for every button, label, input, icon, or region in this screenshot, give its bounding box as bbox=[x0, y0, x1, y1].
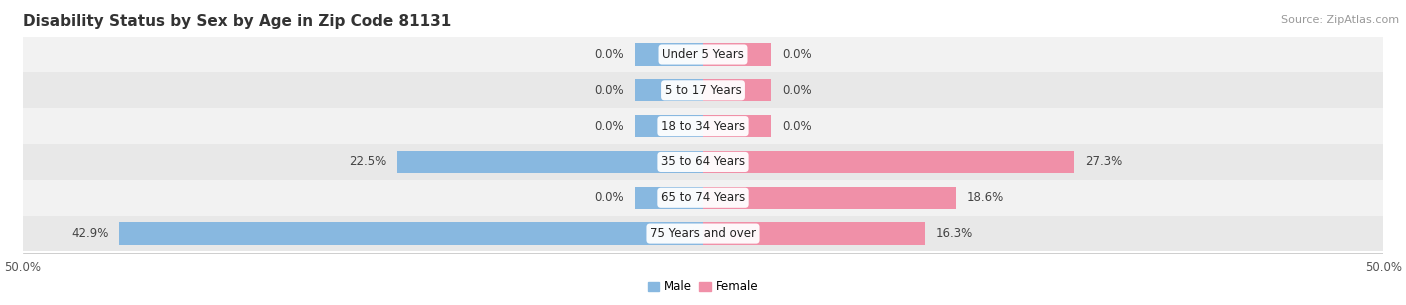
Bar bbox=[703, 151, 1074, 173]
Bar bbox=[703, 79, 770, 102]
Text: 0.0%: 0.0% bbox=[595, 84, 624, 97]
Bar bbox=[703, 43, 770, 66]
Text: 75 Years and over: 75 Years and over bbox=[650, 227, 756, 240]
Text: Source: ZipAtlas.com: Source: ZipAtlas.com bbox=[1281, 15, 1399, 25]
Text: Disability Status by Sex by Age in Zip Code 81131: Disability Status by Sex by Age in Zip C… bbox=[22, 14, 451, 29]
Bar bbox=[22, 144, 1384, 180]
Text: 35 to 64 Years: 35 to 64 Years bbox=[661, 156, 745, 168]
Bar bbox=[396, 151, 703, 173]
Text: 18.6%: 18.6% bbox=[967, 191, 1004, 204]
Text: 27.3%: 27.3% bbox=[1085, 156, 1122, 168]
Text: 0.0%: 0.0% bbox=[782, 120, 811, 133]
Text: 42.9%: 42.9% bbox=[72, 227, 108, 240]
Bar bbox=[703, 222, 925, 245]
Text: 0.0%: 0.0% bbox=[782, 48, 811, 61]
Bar bbox=[22, 108, 1384, 144]
Text: 5 to 17 Years: 5 to 17 Years bbox=[665, 84, 741, 97]
Text: 18 to 34 Years: 18 to 34 Years bbox=[661, 120, 745, 133]
Bar bbox=[120, 222, 703, 245]
Text: 16.3%: 16.3% bbox=[935, 227, 973, 240]
Bar bbox=[636, 79, 703, 102]
Bar bbox=[636, 187, 703, 209]
Bar bbox=[22, 37, 1384, 72]
Text: 65 to 74 Years: 65 to 74 Years bbox=[661, 191, 745, 204]
Bar bbox=[22, 216, 1384, 252]
Text: 0.0%: 0.0% bbox=[782, 84, 811, 97]
Legend: Male, Female: Male, Female bbox=[643, 276, 763, 298]
Text: 22.5%: 22.5% bbox=[349, 156, 387, 168]
Text: Under 5 Years: Under 5 Years bbox=[662, 48, 744, 61]
Bar bbox=[22, 72, 1384, 108]
Bar bbox=[636, 43, 703, 66]
Bar bbox=[22, 180, 1384, 216]
Text: 0.0%: 0.0% bbox=[595, 48, 624, 61]
Text: 0.0%: 0.0% bbox=[595, 191, 624, 204]
Text: 0.0%: 0.0% bbox=[595, 120, 624, 133]
Bar bbox=[703, 115, 770, 137]
Bar bbox=[636, 115, 703, 137]
Bar bbox=[703, 187, 956, 209]
